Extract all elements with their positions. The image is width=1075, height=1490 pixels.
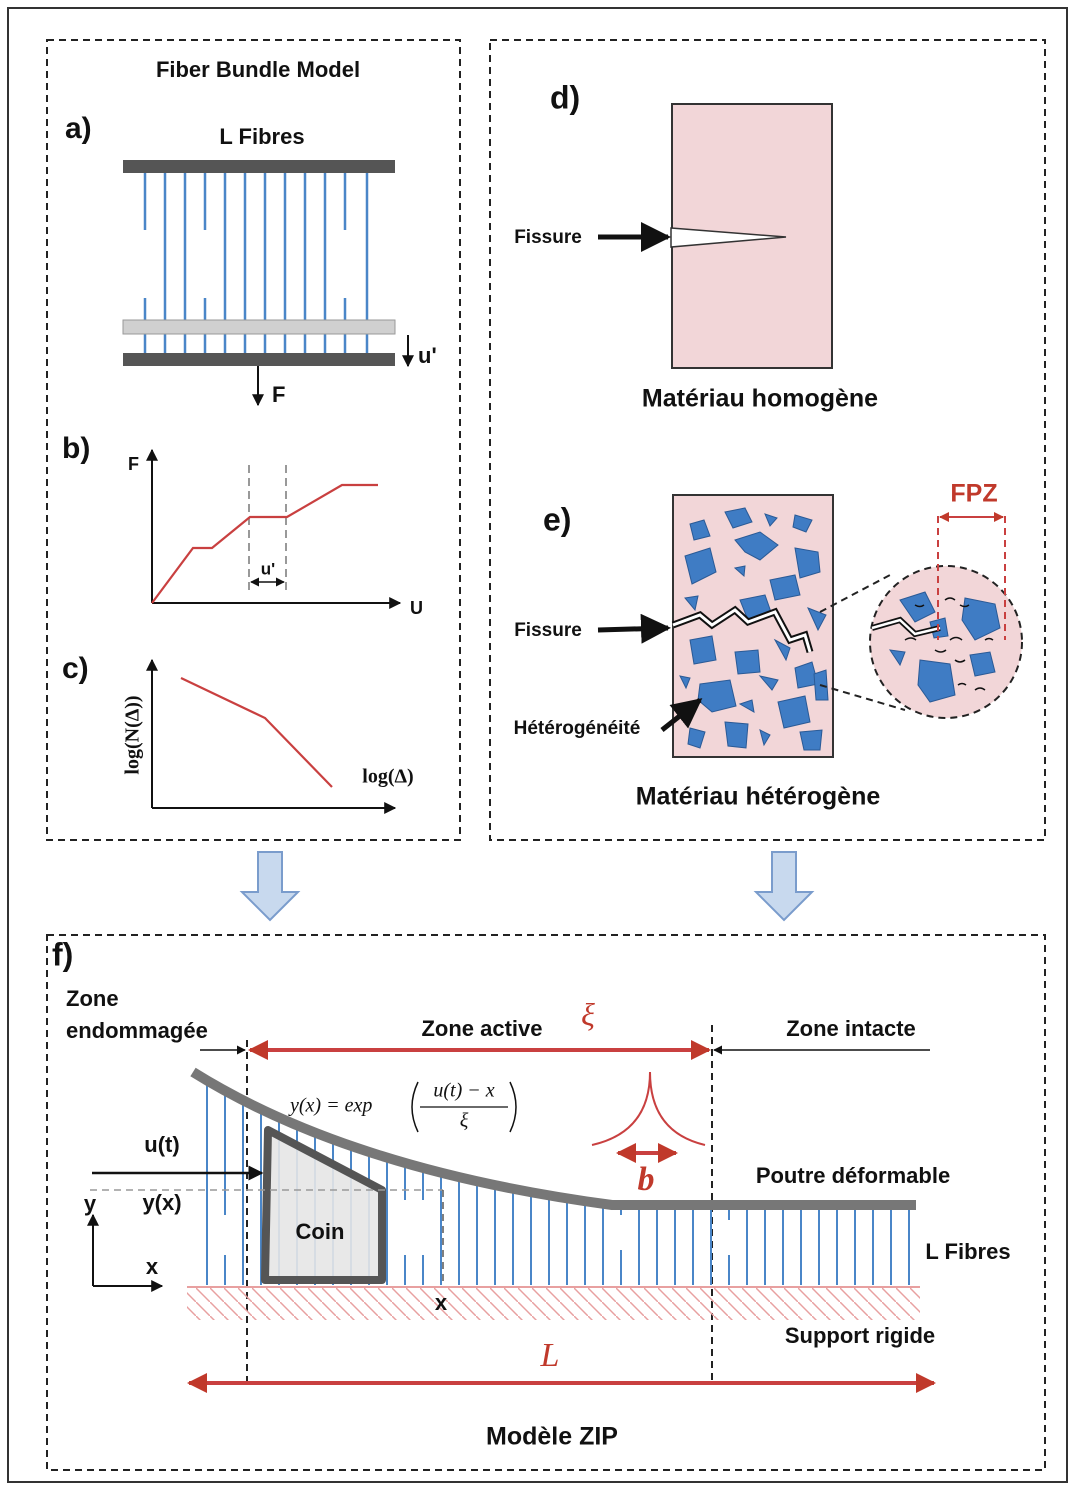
plate: [123, 353, 395, 366]
inclusions: [679, 507, 829, 751]
gap: [720, 1220, 734, 1255]
label: y(x): [142, 1190, 181, 1215]
gap: [215, 1215, 235, 1255]
zoom-inclusions: [888, 591, 1001, 703]
label: L: [540, 1337, 560, 1374]
label: Zone: [66, 986, 119, 1011]
label: ξ: [581, 996, 595, 1032]
caption: Matériau homogène: [642, 385, 878, 413]
notch: [670, 227, 787, 248]
flow-arrow: [753, 851, 815, 922]
beam: [190, 1067, 916, 1210]
label: x: [435, 1290, 448, 1315]
axis-label: log(N(Δ)): [122, 695, 144, 774]
flow-arrow: [239, 851, 301, 922]
label: endommagée: [66, 1018, 208, 1043]
label: u': [261, 559, 275, 578]
gap: [612, 1215, 626, 1250]
support: [187, 1287, 920, 1320]
crack: [871, 618, 941, 636]
zip-box: [46, 934, 1046, 1471]
axis-label: log(Δ): [362, 766, 413, 788]
zoom-line: [819, 574, 891, 613]
panel-label: c): [62, 652, 89, 685]
plate: [122, 319, 396, 335]
fbm-box: [46, 39, 461, 841]
panel-label: b): [62, 432, 90, 465]
label: Zone intacte: [786, 1016, 916, 1041]
panel-label: d): [550, 79, 580, 115]
panel-label: e): [543, 501, 571, 537]
label: b: [638, 1161, 655, 1198]
label: Hétérogénéité: [514, 718, 641, 739]
label: Poutre déformable: [756, 1163, 950, 1188]
axis-label: F: [128, 454, 139, 474]
label: u': [418, 343, 437, 368]
gap: [395, 1200, 425, 1255]
label: Fissure: [514, 227, 582, 248]
caption: Matériau hétérogène: [636, 783, 881, 811]
arrow: [597, 613, 671, 644]
formula-lhs: y(x) = exp: [288, 1095, 372, 1117]
panel-label: a): [65, 112, 92, 145]
label: u(t): [144, 1132, 179, 1157]
materials-box: [489, 39, 1046, 841]
parens: [411, 1081, 517, 1133]
outer-border: [7, 7, 1068, 1483]
label: L Fibres: [925, 1239, 1010, 1264]
crack: [672, 608, 812, 653]
caption: Modèle ZIP: [486, 1423, 618, 1451]
label: Support rigide: [785, 1323, 935, 1348]
label: Coin: [296, 1219, 345, 1244]
formula: y(x) = exp u(t) − x ξ: [288, 1080, 517, 1133]
label: FPZ: [950, 480, 997, 508]
curve: [151, 483, 378, 604]
label: x: [146, 1254, 159, 1279]
microcracks: [904, 597, 994, 691]
formula-num: u(t) − x: [433, 1080, 494, 1102]
cusp: [591, 1071, 706, 1146]
label: F: [272, 382, 285, 407]
arrow: [660, 698, 703, 732]
axis-label: U: [410, 598, 423, 618]
label: Zone active: [421, 1016, 542, 1041]
label: L Fibres: [219, 124, 304, 149]
label: Fissure: [514, 620, 582, 641]
curve: [180, 677, 333, 788]
formula-den: ξ: [460, 1110, 469, 1132]
panel-label: f): [52, 936, 73, 972]
plate: [123, 160, 395, 173]
label: y: [84, 1191, 97, 1216]
wedge: [261, 1126, 386, 1284]
title: Fiber Bundle Model: [156, 57, 360, 82]
zoom-line: [819, 684, 906, 711]
axes: [151, 450, 400, 603]
